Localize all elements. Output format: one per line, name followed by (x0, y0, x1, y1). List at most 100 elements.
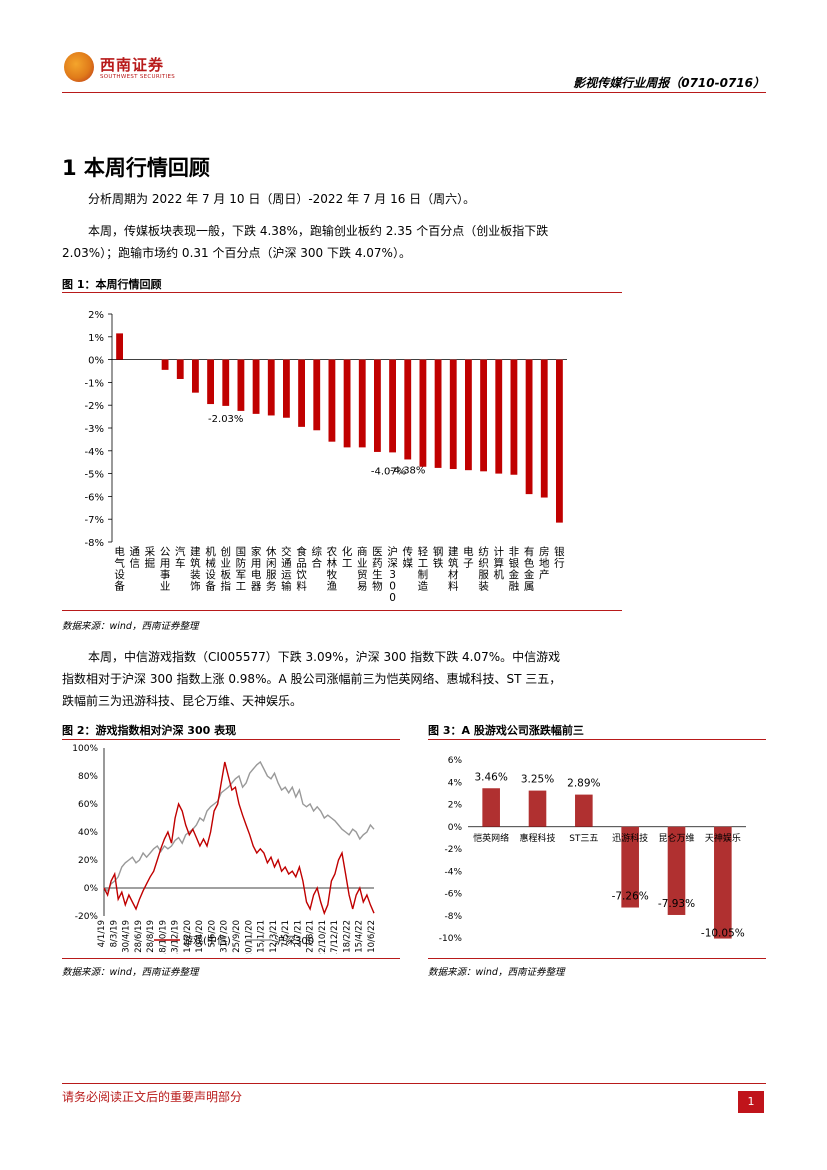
figure1-source: 数据来源：wind，西南证券整理 (62, 621, 199, 632)
bar (207, 359, 214, 405)
x-tick-label: 闲 (266, 557, 277, 570)
y-tick-label: 60% (78, 800, 98, 810)
figure2-bottom-rule (62, 958, 400, 959)
bar (575, 794, 593, 827)
x-tick-label: 沪 (387, 545, 398, 558)
x-tick-label: 医 (372, 546, 383, 558)
x-tick-label: 17/12/21 (330, 920, 340, 954)
x-tick-label: 化 (342, 545, 353, 558)
x-tick-label: 料 (448, 580, 459, 593)
legend-label: 游戏(中信) (183, 934, 231, 947)
x-tick-label: 合 (312, 557, 323, 570)
header-divider (62, 92, 766, 93)
bar (482, 788, 500, 827)
bar (480, 359, 487, 472)
y-tick-label: 20% (78, 856, 98, 866)
x-tick-label: 交 (281, 545, 292, 558)
x-tick-label: 深 (387, 558, 398, 570)
x-tick-label: 综 (312, 545, 323, 558)
x-tick-label: 银 (509, 557, 520, 570)
y-tick-label: -5% (85, 470, 104, 481)
x-tick-label: 通 (130, 546, 141, 558)
x-tick-label: 传 (403, 546, 414, 558)
x-tick-label: 造 (418, 580, 429, 593)
bar (495, 359, 503, 474)
series-line (103, 761, 375, 916)
x-tick-label: 纺 (478, 545, 489, 558)
bar (510, 359, 518, 475)
x-tick-label: 非 (509, 546, 520, 558)
x-tick-label: 18/2/22 (342, 920, 352, 953)
x-tick-label: 信 (130, 558, 141, 570)
x-tick-label: 行 (554, 557, 565, 570)
figure2-chart: 100% 80% 60% 40% 20% 0% -20%4/1/19 8/3/19 30/4/1… (72, 744, 377, 954)
y-tick-label: -4% (85, 447, 104, 458)
x-tick-label: 通 (281, 558, 292, 570)
x-tick-label: 军 (236, 569, 247, 581)
x-tick-label: 务 (266, 580, 277, 593)
x-tick-label: 输 (281, 580, 292, 593)
bar (192, 359, 199, 393)
x-tick-label: 服 (266, 569, 277, 581)
x-tick-label: 12/3/21 (269, 920, 279, 953)
y-tick-label: -6% (444, 890, 462, 900)
bar (283, 359, 290, 418)
x-tick-label: 国 (236, 546, 247, 558)
x-tick-label: 板 (221, 568, 232, 581)
x-tick-label: 0 (389, 592, 396, 604)
x-tick-label: 用 (251, 558, 261, 570)
y-tick-label: 1% (88, 333, 104, 344)
bar (237, 359, 245, 411)
x-tick-label: 27/8/21 (306, 920, 316, 953)
y-tick-label: 40% (78, 828, 98, 838)
paragraph-game-line3: 跌幅前三为迅游科技、昆仑万维、天神娱乐。 (62, 694, 303, 708)
y-tick-label: 0% (84, 884, 99, 894)
x-tick-label: 商 (357, 545, 368, 558)
x-tick-label: 18/10/19 (158, 920, 168, 954)
bar (404, 359, 412, 460)
figure1-bottom-rule (62, 610, 622, 611)
x-tick-label: 品 (296, 558, 307, 570)
x-tick-label: 掘 (145, 557, 156, 570)
y-tick-label: -2% (85, 401, 104, 412)
x-tick-label: 物 (372, 580, 383, 593)
x-tick-label: 10/6/22 (367, 920, 377, 953)
x-tick-label: 算 (494, 557, 505, 570)
y-tick-label: -8% (85, 538, 104, 549)
y-tick-label: -6% (85, 492, 104, 503)
x-tick-label: 轻 (418, 545, 429, 558)
x-tick-label: 业 (357, 558, 368, 570)
x-tick-label: 14/2/20 (183, 920, 193, 953)
x-tick-label: 器 (251, 581, 262, 593)
x-tick-label: 服 (478, 569, 489, 581)
x-tick-label: 饮 (296, 568, 307, 581)
x-tick-label: 电 (114, 545, 125, 558)
x-tick-label: 电 (251, 568, 262, 581)
x-tick-label: 备 (114, 580, 125, 593)
x-tick-label: 20/11/20 (244, 920, 254, 954)
y-tick-label: -3% (85, 424, 104, 435)
x-tick-label: 事 (160, 568, 171, 581)
paragraph-game-line2: 指数相对于沪深 300 指数上涨 0.98%。A 股公司涨幅前三为恺英网络、惠城… (62, 672, 562, 686)
y-tick-label: 6% (448, 756, 463, 766)
bar (419, 359, 427, 467)
y-tick-label: -20% (75, 912, 99, 922)
x-tick-label: 28/6/19 (134, 920, 144, 953)
x-tick-label: 农 (327, 545, 338, 558)
y-tick-label: -4% (444, 867, 462, 877)
x-tick-label: 料 (296, 580, 307, 593)
paragraph-summary-line1: 本周，传媒板块表现一般，下跌 4.38%，跑输创业板约 2.35 个百分点（创业… (88, 224, 549, 238)
x-tick-label: 钢 (433, 545, 444, 558)
x-tick-label: 渔 (327, 581, 338, 593)
x-tick-label: 工 (342, 558, 353, 570)
x-tick-label: 材 (448, 568, 459, 581)
x-tick-label: 天神娱乐 (705, 832, 741, 844)
y-tick-label: 2% (448, 801, 463, 811)
x-tick-label: 机 (494, 568, 505, 581)
series-line (103, 760, 375, 892)
brand-subtitle: SOUTHWEST SECURITIES (100, 74, 176, 80)
bar (358, 359, 366, 448)
bar (389, 359, 396, 453)
bar (267, 359, 275, 416)
data-label: 3.46% (474, 771, 507, 783)
